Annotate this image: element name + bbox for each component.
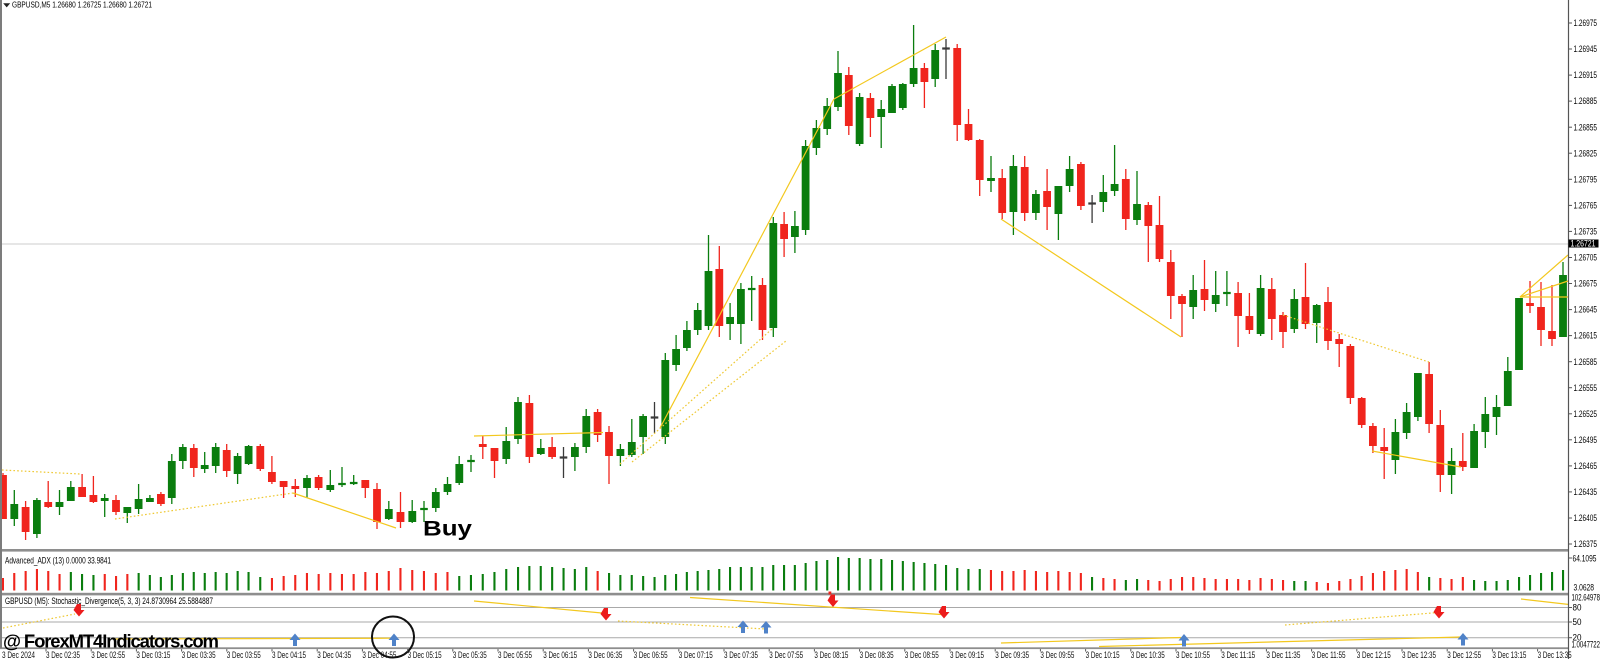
svg-text:3 Dec 04:55: 3 Dec 04:55 [362, 650, 396, 659]
svg-text:1.26945: 1.26945 [1574, 44, 1598, 54]
svg-text:3 Dec 07:55: 3 Dec 07:55 [769, 650, 803, 659]
svg-text:3 Dec 09:35: 3 Dec 09:35 [995, 650, 1029, 659]
svg-text:1.26465: 1.26465 [1574, 461, 1598, 471]
svg-text:102.64978: 102.64978 [1572, 593, 1600, 603]
svg-text:3 Dec 06:15: 3 Dec 06:15 [543, 650, 577, 659]
svg-text:3 Dec 06:35: 3 Dec 06:35 [588, 650, 622, 659]
svg-text:1.26855: 1.26855 [1574, 122, 1598, 132]
svg-text:1.26585: 1.26585 [1574, 357, 1598, 367]
svg-text:3 Dec 12:35: 3 Dec 12:35 [1402, 650, 1436, 659]
svg-text:1.26435: 1.26435 [1574, 487, 1598, 497]
svg-text:3 Dec 12:55: 3 Dec 12:55 [1447, 650, 1481, 659]
svg-text:1.0047722: 1.0047722 [1572, 639, 1600, 649]
svg-text:80: 80 [1573, 603, 1582, 613]
svg-text:3 Dec 05:15: 3 Dec 05:15 [408, 650, 442, 659]
svg-text:1.26721: 1.26721 [1571, 239, 1596, 249]
svg-text:3 Dec 11:35: 3 Dec 11:35 [1266, 650, 1300, 659]
svg-text:3 Dec 11:55: 3 Dec 11:55 [1312, 650, 1346, 659]
svg-text:3 Dec 10:15: 3 Dec 10:15 [1086, 650, 1120, 659]
svg-text:1.26765: 1.26765 [1574, 201, 1598, 211]
svg-text:3 Dec 03:35: 3 Dec 03:35 [182, 650, 216, 659]
svg-text:20: 20 [1573, 633, 1582, 643]
svg-text:3 Dec 09:15: 3 Dec 09:15 [950, 650, 984, 659]
svg-text:GBPUSD,M5 1.26680 1.26725 1.2: GBPUSD,M5 1.26680 1.26725 1.26680 1.2672… [12, 0, 152, 10]
svg-text:64.1095: 64.1095 [1573, 554, 1597, 564]
svg-text:1.26705: 1.26705 [1574, 253, 1598, 263]
svg-text:3 Dec 09:55: 3 Dec 09:55 [1040, 650, 1074, 659]
svg-text:1.26795: 1.26795 [1574, 174, 1598, 184]
svg-text:1.26825: 1.26825 [1574, 148, 1598, 158]
svg-text:3 Dec 10:35: 3 Dec 10:35 [1131, 650, 1165, 659]
svg-text:Advanced_ADX (13) 0.0000 33.98: Advanced_ADX (13) 0.0000 33.9841 [5, 556, 111, 566]
svg-text:1.26645: 1.26645 [1574, 305, 1598, 315]
svg-text:1.26675: 1.26675 [1574, 279, 1598, 289]
svg-text:3 Dec 05:35: 3 Dec 05:35 [453, 650, 487, 659]
svg-text:3 Dec 06:55: 3 Dec 06:55 [634, 650, 668, 659]
svg-text:1.26405: 1.26405 [1574, 513, 1598, 523]
svg-text:3 Dec 03:55: 3 Dec 03:55 [227, 650, 261, 659]
svg-text:50: 50 [1573, 617, 1582, 627]
svg-text:@ ForexMT4Indicators.com: @ ForexMT4Indicators.com [3, 631, 219, 652]
svg-text:1.26375: 1.26375 [1574, 539, 1598, 549]
svg-text:3 Dec 07:35: 3 Dec 07:35 [724, 650, 758, 659]
svg-text:3 Dec 10:55: 3 Dec 10:55 [1176, 650, 1210, 659]
svg-text:3 Dec 03:15: 3 Dec 03:15 [136, 650, 170, 659]
svg-text:3 Dec 05:55: 3 Dec 05:55 [498, 650, 532, 659]
svg-text:3 Dec 11:15: 3 Dec 11:15 [1221, 650, 1255, 659]
svg-text:1.26975: 1.26975 [1574, 18, 1598, 28]
svg-text:3 Dec 04:15: 3 Dec 04:15 [272, 650, 306, 659]
svg-text:3 Dec 08:15: 3 Dec 08:15 [814, 650, 848, 659]
svg-text:Buy: Buy [423, 518, 472, 541]
svg-text:GBPUSD (M5): Stochastic_Diver: GBPUSD (M5): Stochastic_Divergence(5, 3,… [5, 596, 213, 606]
svg-text:3 Dec 08:55: 3 Dec 08:55 [905, 650, 939, 659]
svg-text:3 Dec 02:35: 3 Dec 02:35 [46, 650, 80, 659]
svg-text:3 Dec 07:15: 3 Dec 07:15 [679, 650, 713, 659]
svg-text:3 Dec 08:35: 3 Dec 08:35 [860, 650, 894, 659]
svg-text:3 Dec 13:35: 3 Dec 13:35 [1538, 650, 1572, 659]
svg-text:1.26735: 1.26735 [1574, 227, 1598, 237]
svg-text:1.26615: 1.26615 [1574, 331, 1598, 341]
svg-text:1.26555: 1.26555 [1574, 383, 1598, 393]
svg-text:3.0628: 3.0628 [1574, 583, 1595, 593]
svg-text:1.26525: 1.26525 [1574, 409, 1598, 419]
svg-text:1.26885: 1.26885 [1574, 96, 1598, 106]
svg-text:3 Dec 2024: 3 Dec 2024 [2, 650, 35, 659]
svg-text:3 Dec 12:15: 3 Dec 12:15 [1357, 650, 1391, 659]
svg-text:3 Dec 02:55: 3 Dec 02:55 [91, 650, 125, 659]
svg-text:1.26915: 1.26915 [1574, 70, 1598, 80]
svg-text:3 Dec 04:35: 3 Dec 04:35 [317, 650, 351, 659]
svg-text:3 Dec 13:15: 3 Dec 13:15 [1492, 650, 1526, 659]
svg-text:1.26495: 1.26495 [1574, 435, 1598, 445]
